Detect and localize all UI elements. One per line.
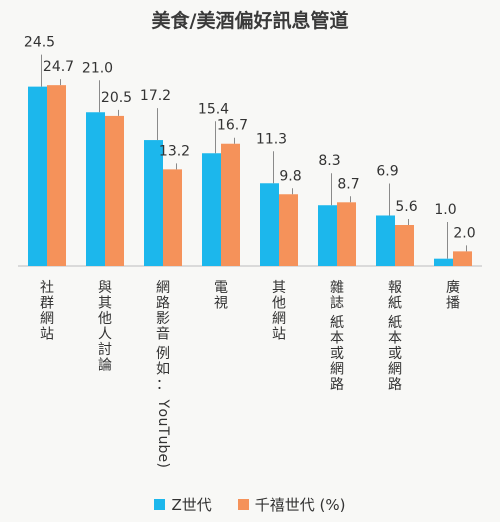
category-char-4-3: 站 [272,327,286,343]
category-char-2-13: b [155,445,171,454]
category-char-5-5: 或 [330,346,344,362]
category-char-2-11: T [155,426,171,436]
legend-label-z: Z世代 [171,496,212,514]
category-char-5-6: 網 [330,362,344,378]
category-char-4-2: 網 [272,311,286,327]
legend: Z世代 千禧世代 (%) [0,494,500,515]
category-char-1-1: 其 [98,296,112,312]
category-char-1-4: 討 [98,342,112,358]
data-label-s0-1: 21.0 [82,60,113,76]
bar-s0-7 [434,258,453,266]
category-char-2-15: ) [155,463,171,468]
category-char-1-2: 他 [98,311,112,327]
category-label-7: 廣播 [446,279,460,312]
data-label-s0-3: 15.4 [198,101,229,117]
category-char-6-5: 或 [388,346,402,362]
legend-item-millennial: 千禧世代 (%) [237,494,346,515]
category-char-2-3: 音 [156,326,170,343]
bar-s1-0 [47,85,66,267]
category-char-2-9: o [155,409,171,418]
category-char-5-3: 紙 [330,315,344,331]
data-label-s1-5: 8.7 [337,176,359,192]
bar-s1-1 [105,115,124,267]
legend-item-z: Z世代 [154,494,212,515]
data-label-s1-4: 9.8 [279,168,301,184]
category-char-6-4: 本 [388,331,402,347]
legend-label-millennial: 千禧世代 (%) [254,496,346,514]
category-char-1-0: 與 [98,280,112,296]
category-char-2-1: 路 [156,296,170,312]
category-char-5-0: 雜 [330,280,344,296]
bar-s1-7 [453,251,472,266]
bar-s1-5 [337,202,356,266]
category-char-6-0: 報 [388,280,402,296]
category-char-3-0: 電 [214,280,228,296]
data-label-s1-7: 2.0 [453,225,475,241]
category-char-2-5: 例 [156,346,170,362]
category-char-4-0: 其 [272,280,286,296]
data-label-s1-6: 5.6 [395,199,417,215]
category-char-5-4: 本 [330,331,344,347]
bar-s0-3 [202,153,221,266]
category-char-2-7: ： [156,377,170,393]
category-char-6-1: 紙 [388,296,402,312]
category-char-1-3: 人 [98,327,112,343]
bar-s0-2 [144,140,163,266]
category-char-3-1: 視 [214,296,228,312]
bar-s0-0 [28,86,47,266]
category-char-6-6: 網 [388,362,402,378]
category-char-4-1: 他 [272,296,286,312]
bar-s0-4 [260,183,279,266]
chart-title: 美食/美酒偏好訊息管道 [151,10,349,32]
category-char-0-0: 社 [40,280,54,296]
bar-s1-6 [395,225,414,266]
category-char-0-1: 群 [40,296,54,312]
category-char-0-2: 網 [40,311,54,327]
bar-s0-5 [318,205,337,266]
category-char-2-2: 影 [156,311,170,327]
bar-s1-4 [279,194,298,266]
category-char-7-1: 播 [446,296,460,312]
category-label-3: 電視 [214,280,228,312]
legend-swatch-z [154,499,166,510]
category-char-6-3: 紙 [388,315,402,331]
data-label-s0-7: 1.0 [434,202,456,218]
bar-s0-6 [376,215,395,266]
data-label-s0-4: 11.3 [256,131,287,147]
bar-s0-1 [86,112,105,266]
data-label-s0-6: 6.9 [376,163,398,179]
category-char-0-3: 站 [40,327,54,343]
category-char-5-7: 路 [330,377,344,393]
category-char-2-0: 網 [156,280,170,296]
category-char-1-5: 論 [98,358,112,374]
category-char-5-1: 誌 [330,296,344,312]
category-char-7-0: 廣 [446,279,460,296]
bar-s1-3 [221,143,240,266]
category-char-2-14: e [155,454,171,463]
category-char-2-8: Y [155,399,171,409]
data-label-s0-0: 24.5 [24,35,55,51]
category-char-6-7: 路 [388,377,402,393]
bar-chart: 24.524.7社群網站21.020.5與其他人討論17.213.2網路影音例如… [18,35,482,468]
data-label-s1-1: 20.5 [101,90,132,106]
data-label-s1-3: 16.7 [217,118,248,134]
data-label-s1-2: 13.2 [159,143,190,159]
data-label-s0-2: 17.2 [140,88,171,104]
legend-swatch-millennial [237,499,249,510]
category-char-2-10: u [155,418,171,427]
data-label-s1-0: 24.7 [43,59,74,75]
category-char-2-12: u [155,436,171,445]
data-label-s0-5: 8.3 [318,153,340,169]
bar-s1-2 [163,169,182,266]
category-char-2-6: 如 [156,362,170,378]
